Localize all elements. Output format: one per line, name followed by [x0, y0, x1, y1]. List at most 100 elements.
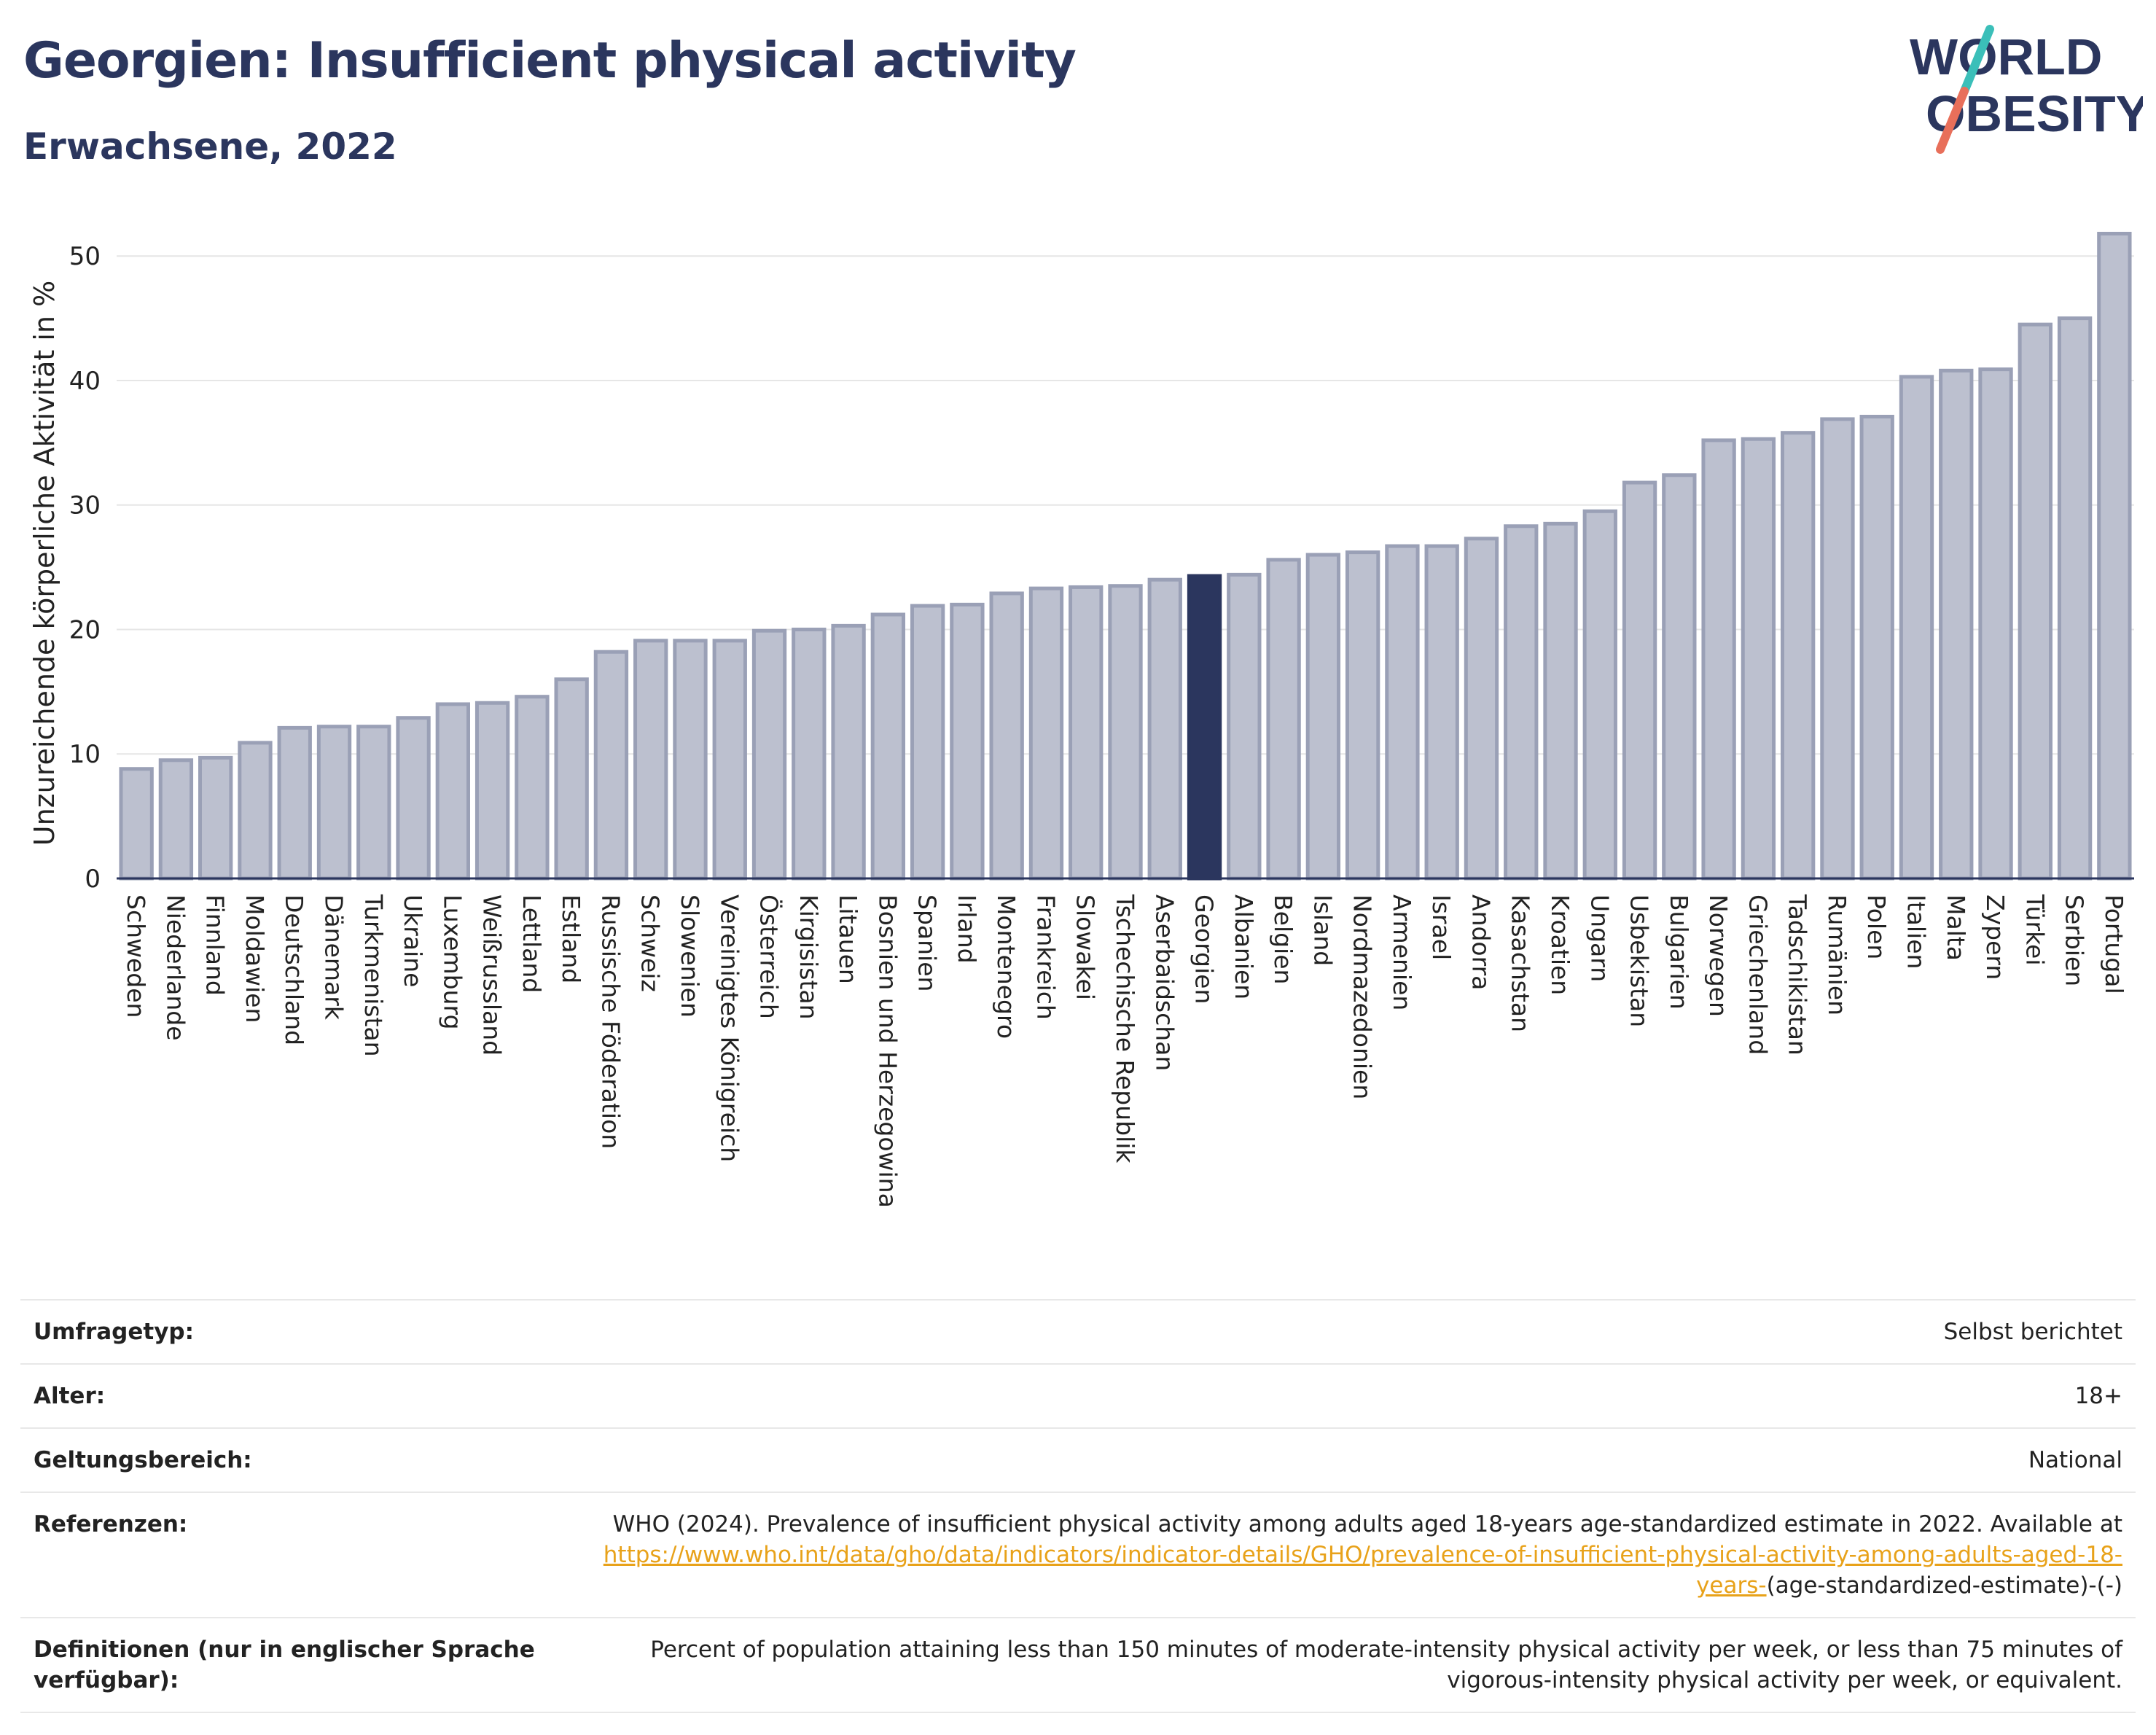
- bar: [1069, 585, 1104, 881]
- x-tick-label: Luxemburg: [438, 894, 466, 1029]
- bar: [474, 701, 510, 881]
- x-tick-label: Portugal: [2100, 894, 2128, 994]
- x-tick-label: Griechenland: [1743, 894, 1772, 1055]
- x-tick-label: Zypern: [1981, 894, 2009, 980]
- bar: [1266, 558, 1301, 881]
- x-tick-label: Türkei: [2020, 894, 2049, 966]
- meta-label: Umfragetyp:: [34, 1319, 194, 1345]
- page-subtitle: Erwachsene, 2022: [23, 125, 397, 168]
- y-tick-label: 0: [85, 865, 101, 894]
- bar: [515, 695, 550, 881]
- reference-text: WHO (2024). Prevalence of insufficient p…: [612, 1511, 2122, 1537]
- bar: [1187, 574, 1222, 881]
- bar: [831, 623, 866, 881]
- x-tick-label: Estland: [557, 894, 585, 983]
- x-tick-label: Serbien: [2061, 894, 2089, 986]
- y-axis-label: Unzureichende körperliche Aktivität in %: [28, 281, 60, 846]
- x-tick-label: Finnland: [201, 894, 230, 996]
- bar: [1504, 524, 1539, 881]
- x-tick-label: Frankreich: [1031, 894, 1060, 1020]
- bar: [1662, 473, 1697, 881]
- bar: [1859, 415, 1894, 881]
- bar: [1385, 544, 1420, 881]
- bar: [1939, 368, 1974, 881]
- x-tick-label: Tadschikistan: [1784, 894, 1812, 1056]
- meta-label: Referenzen:: [34, 1511, 188, 1537]
- logo-slash-teal: [1960, 25, 1994, 95]
- x-tick-label: Italien: [1902, 894, 1930, 969]
- bar: [1227, 572, 1262, 881]
- bar: [396, 716, 431, 881]
- x-tick-label: Rumänien: [1823, 894, 1851, 1015]
- bar: [1780, 431, 1816, 881]
- bar: [356, 725, 391, 881]
- bar: [554, 677, 589, 881]
- bar: [950, 602, 985, 881]
- bar: [2018, 322, 2053, 881]
- x-tick-label: Weißrussland: [478, 894, 507, 1056]
- meta-label: Geltungsbereich:: [34, 1447, 252, 1473]
- x-tick-label: Schweiz: [636, 894, 665, 992]
- x-tick-label: Belgien: [1269, 894, 1297, 984]
- bar: [712, 639, 747, 881]
- bar: [238, 741, 273, 881]
- x-tick-label: Aserbaidschan: [1150, 894, 1179, 1071]
- x-tick-label: Montenegro: [992, 894, 1020, 1039]
- bar: [1345, 550, 1380, 881]
- bar: [792, 627, 827, 881]
- bar: [1305, 553, 1341, 881]
- reference-link[interactable]: https://www.who.int/data/gho/data/indica…: [603, 1542, 2122, 1599]
- bar: [316, 725, 352, 881]
- y-tick-label: 10: [69, 740, 101, 769]
- bar: [1701, 438, 1736, 881]
- meta-row-age: Alter: 18+: [20, 1363, 2136, 1427]
- bar: [1028, 586, 1064, 881]
- x-tick-label: Vereinigtes Königreich: [715, 894, 743, 1162]
- bar: [1108, 584, 1143, 881]
- meta-value: WHO (2024). Prevalence of insufficient p…: [555, 1509, 2122, 1601]
- x-tick-label: Spanien: [913, 894, 942, 991]
- bar: [633, 639, 668, 881]
- bar: [1582, 509, 1617, 881]
- reference-tail: (age-standardized-estimate)-(-): [1766, 1572, 2122, 1599]
- x-tick-label: Malta: [1942, 894, 1970, 961]
- x-tick-label: Kirgisistan: [794, 894, 823, 1020]
- x-tick-label: Albanien: [1230, 894, 1258, 999]
- y-tick-label: 50: [69, 242, 101, 271]
- x-tick-label: Andorra: [1466, 894, 1495, 990]
- bar: [2057, 316, 2093, 881]
- bar: [1622, 480, 1657, 881]
- meta-row-references: Referenzen: WHO (2024). Prevalence of in…: [20, 1492, 2136, 1617]
- page-title: Georgien: Insufficient physical activity: [23, 32, 1077, 90]
- x-tick-label: Norwegen: [1704, 894, 1733, 1017]
- bar: [119, 767, 154, 881]
- meta-value: Percent of population attaining less tha…: [650, 1637, 2122, 1693]
- x-tick-label: Bulgarien: [1665, 894, 1693, 1010]
- x-tick-label: Niederlande: [161, 894, 190, 1041]
- x-tick-label: Deutschland: [280, 894, 308, 1045]
- x-tick-label: Kroatien: [1546, 894, 1574, 995]
- meta-label: Alter:: [34, 1383, 106, 1409]
- bar: [1464, 537, 1499, 881]
- metadata-table: Umfragetyp: Selbst berichtet Alter: 18+ …: [20, 1299, 2136, 1713]
- logo-slash-coral: [1936, 87, 1969, 154]
- x-tick-label: Moldawien: [241, 894, 269, 1023]
- x-tick-label: Slowenien: [676, 894, 704, 1018]
- bar: [673, 639, 708, 881]
- meta-value: National: [2028, 1447, 2122, 1473]
- bar: [1741, 437, 1776, 881]
- meta-value: Selbst berichtet: [1943, 1319, 2122, 1345]
- x-tick-label: Turkmenistan: [359, 894, 388, 1057]
- x-tick-label: Russische Föderation: [596, 894, 625, 1149]
- x-tick-label: Usbekistan: [1625, 894, 1654, 1027]
- bar: [989, 591, 1024, 881]
- x-tick-label: Lettland: [517, 894, 546, 993]
- meta-label: Definitionen (nur in englischer Sprache …: [34, 1637, 535, 1693]
- bar: [2097, 231, 2132, 881]
- bar: [158, 758, 194, 881]
- x-tick-label: Slowakei: [1071, 894, 1100, 1000]
- meta-value: 18+: [2074, 1383, 2122, 1409]
- bar: [910, 604, 945, 881]
- x-tick-label: Israel: [1427, 894, 1456, 960]
- y-tick-label: 30: [69, 491, 101, 520]
